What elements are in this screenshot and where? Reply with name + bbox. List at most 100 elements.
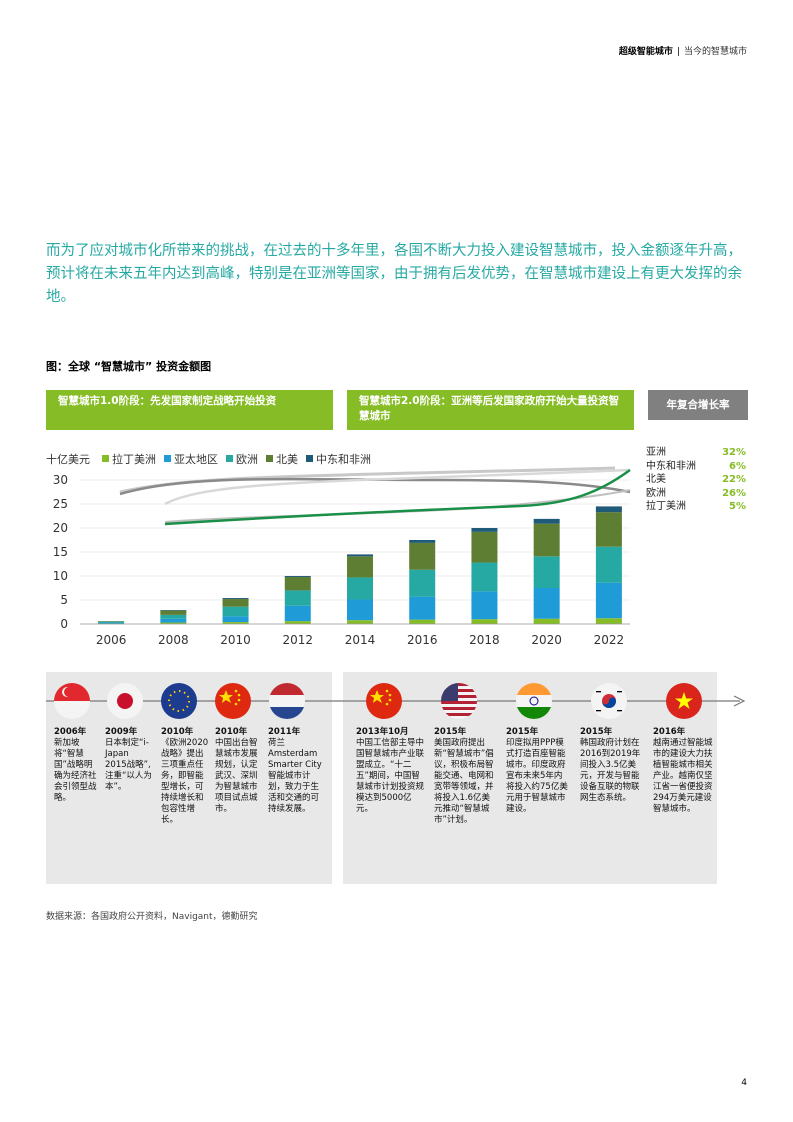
bar-segment bbox=[98, 621, 125, 622]
timeline-event: 2015年 美国政府提出新“智慧城市”倡议，积极布局智能交通、电网和宽带等领域，并… bbox=[434, 727, 496, 826]
event-text: 印度拟用PPP模式打造百座智能城市。印度政府宣布未来5年内将投入约75亿美元用于… bbox=[506, 738, 568, 814]
bar-segment bbox=[595, 582, 622, 619]
x-tick-label: 2016 bbox=[407, 633, 438, 647]
legend-label: 拉丁美洲 bbox=[112, 452, 156, 466]
bar-segment bbox=[222, 606, 249, 617]
event-year: 2015年 bbox=[506, 727, 539, 737]
timeline-event: 2016年 越南通过智能城市的建设大力扶植智能城市相关产业。越南仅坚江省一省便投资… bbox=[653, 727, 715, 815]
event-text: 《欧洲2020战略》提出三项重点任务，即智能型增长，可持续增长和包容性增长。 bbox=[161, 738, 209, 825]
china-flag-icon bbox=[366, 683, 402, 719]
cagr-region: 亚洲 bbox=[646, 447, 666, 458]
cagr-trend-lines bbox=[119, 466, 631, 526]
bar-segment bbox=[98, 621, 125, 623]
bar-segment bbox=[471, 619, 498, 624]
cagr-rate: 32% bbox=[722, 447, 746, 458]
x-tick-label: 2008 bbox=[158, 633, 189, 647]
trend-line-green bbox=[164, 468, 631, 526]
netherlands-flag-icon bbox=[269, 683, 305, 719]
event-text: 韩国政府计划在2016到2019年间投入3.5亿美元，开发与智能设备互联的物联网… bbox=[580, 738, 641, 803]
bar-segment bbox=[160, 618, 187, 623]
event-text: 美国政府提出新“智慧城市”倡议，积极布局智能交通、电网和宽带等领域，并将投入1.… bbox=[434, 738, 494, 825]
bar-segment bbox=[533, 518, 560, 524]
bar-segment bbox=[222, 599, 249, 607]
event-text: 中国出台智慧城市发展规划，认定武汉、深圳为智慧城市项目试点城市。 bbox=[215, 738, 258, 814]
y-tick-label: 10 bbox=[53, 569, 68, 583]
trend-line-grey bbox=[119, 477, 631, 496]
bar-segment bbox=[160, 610, 187, 615]
bar-segment bbox=[595, 546, 622, 583]
cagr-row: 亚洲 32% bbox=[646, 446, 746, 460]
y-axis-label: 十亿美元 bbox=[46, 452, 90, 466]
bar-segment bbox=[409, 542, 436, 570]
eu-flag-icon bbox=[161, 683, 197, 719]
legend-label: 亚太地区 bbox=[174, 453, 218, 466]
bar-segment bbox=[347, 599, 373, 621]
x-tick-label: 2018 bbox=[469, 633, 500, 647]
event-year: 2006年 bbox=[54, 727, 87, 737]
bar-segment bbox=[533, 588, 560, 619]
event-year: 2010年 bbox=[161, 727, 194, 737]
timeline-event: 2015年 印度拟用PPP模式打造百座智能城市。印度政府宣布未来5年内将投入约75… bbox=[506, 727, 570, 815]
singapore-flag-icon bbox=[54, 683, 90, 719]
x-tick-label: 2020 bbox=[531, 633, 562, 647]
bar-segment bbox=[222, 598, 249, 600]
cagr-list: 亚洲 32% 中东和非洲 6% 北美 22% 欧洲 26% 拉丁美洲 5% bbox=[646, 446, 746, 514]
phase1-banner: 智慧城市1.0阶段：先发国家制定战略开始投资 bbox=[46, 390, 333, 430]
legend-swatch bbox=[226, 455, 233, 462]
event-text: 中国工信部主导中国智慧城市产业联盟成立。“十二五”期间，中国智慧城市计划投资规模… bbox=[356, 738, 425, 814]
cagr-region: 中东和非洲 bbox=[646, 460, 696, 472]
bar-segment bbox=[595, 512, 622, 547]
timeline-event: 2015年 韩国政府计划在2016到2019年间投入3.5亿美元，开发与智能设备互… bbox=[580, 727, 642, 804]
intro-paragraph: 而为了应对城市化所带来的挑战，在过去的十多年里，各国不断大力投入建设智慧城市，投… bbox=[46, 243, 742, 305]
header-title: 超级智能城市 bbox=[618, 47, 673, 57]
event-year: 2015年 bbox=[580, 727, 613, 737]
bar-segment bbox=[160, 610, 187, 611]
bar-segment bbox=[409, 540, 436, 543]
x-tick-label: 2012 bbox=[283, 633, 314, 647]
y-tick-label: 20 bbox=[53, 521, 68, 535]
arrow-head-icon bbox=[733, 695, 746, 707]
cagr-rate: 6% bbox=[729, 460, 746, 472]
legend-swatch bbox=[164, 455, 171, 462]
chart-y-axis: 0 5 10 15 20 25 30 bbox=[53, 473, 68, 631]
cagr-region: 拉丁美洲 bbox=[646, 501, 686, 512]
legend-swatch bbox=[266, 455, 273, 462]
timeline-event: 2010年 中国出台智慧城市发展规划，认定武汉、深圳为智慧城市项目试点城市。 bbox=[215, 727, 263, 815]
india-flag-icon bbox=[516, 683, 552, 719]
bar-segment bbox=[409, 569, 436, 597]
cagr-row: 欧洲 26% bbox=[646, 487, 746, 501]
bar-segment bbox=[471, 562, 498, 592]
timeline-event: 2009年 日本制定“i-Japan 2015战略”,注重“以人为本”。 bbox=[105, 727, 153, 793]
page-header: 超级智能城市 | 当今的智慧城市 bbox=[619, 44, 747, 57]
event-year: 2015年 bbox=[434, 727, 467, 737]
timeline-event: 2010年 《欧洲2020战略》提出三项重点任务，即智能型增长，可持续增长和包容性… bbox=[161, 727, 211, 826]
data-source: 数据来源：各国政府公开资料，Navigant，德勤研究 bbox=[46, 912, 258, 922]
cagr-rate: 5% bbox=[729, 501, 746, 512]
bar-segment bbox=[284, 590, 311, 606]
bar-segment bbox=[222, 616, 249, 623]
y-tick-label: 5 bbox=[60, 593, 68, 607]
bar-segment bbox=[284, 605, 311, 622]
cagr-row: 中东和非洲 6% bbox=[646, 460, 746, 474]
bar-segment bbox=[347, 556, 373, 578]
bar-segment bbox=[347, 554, 373, 557]
bar-segment bbox=[160, 622, 187, 624]
phase2-banner: 智慧城市2.0阶段：亚洲等后发国家政府开始大量投资智慧城市 bbox=[347, 390, 634, 430]
event-text: 越南通过智能城市的建设大力扶植智能城市相关产业。越南仅坚江省一省便投资294万美… bbox=[653, 738, 713, 814]
figure-title: 图：全球 “智慧城市” 投资金额图 bbox=[46, 360, 212, 373]
header-separator: | bbox=[676, 47, 680, 57]
timeline-event: 2011年 荷兰Amsterdam Smarter City智能城市计划，致力于生… bbox=[268, 727, 326, 815]
bar-segment bbox=[471, 528, 498, 532]
bar-segment bbox=[409, 619, 436, 624]
legend-swatch bbox=[306, 455, 313, 462]
investment-chart: 十亿美元 拉丁美洲 亚太地区 欧洲 北美 中东和非洲 2006 2008 2010 2012 20… bbox=[46, 452, 631, 647]
bar-segment bbox=[471, 591, 498, 620]
y-tick-label: 15 bbox=[53, 545, 68, 559]
bar-segment bbox=[284, 621, 311, 624]
trend-line-silver bbox=[164, 489, 631, 523]
korea-flag-icon bbox=[591, 683, 627, 719]
legend-label: 北美 bbox=[276, 453, 298, 466]
page-number: 4 bbox=[741, 1078, 747, 1088]
y-tick-label: 25 bbox=[53, 497, 68, 511]
bar-segment bbox=[160, 614, 187, 619]
